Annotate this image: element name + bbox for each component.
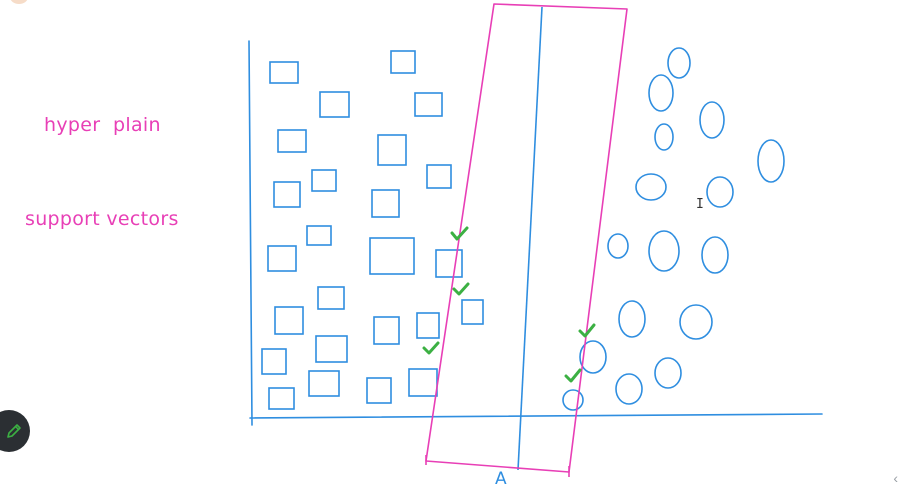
square-point — [408, 368, 438, 397]
square-point — [269, 61, 299, 84]
x-axis — [249, 413, 823, 419]
square-points — [261, 50, 484, 410]
square-point — [373, 316, 400, 345]
circle-point — [757, 139, 785, 183]
square-point — [273, 181, 301, 208]
circle-point — [579, 340, 607, 374]
square-point — [315, 335, 348, 363]
circle-point — [618, 300, 646, 338]
square-point — [377, 134, 407, 166]
checkmark-icon — [578, 323, 596, 338]
circle-point — [648, 74, 674, 112]
square-point — [274, 306, 304, 335]
orange-marker — [10, 0, 28, 4]
circle-point — [701, 236, 729, 274]
circle-point — [667, 47, 691, 79]
square-point — [308, 370, 340, 397]
checkmark-icon — [564, 368, 582, 383]
square-point — [319, 91, 350, 118]
square-point — [369, 237, 415, 275]
square-point — [261, 348, 287, 375]
square-point — [461, 299, 484, 325]
square-point — [390, 50, 416, 74]
square-point — [366, 377, 392, 404]
square-point — [416, 312, 440, 339]
circle-point — [615, 373, 643, 405]
square-point — [371, 189, 400, 218]
circle-point — [607, 233, 629, 259]
hyperplane-label: hyper plain — [44, 114, 161, 136]
square-point — [311, 169, 337, 192]
circle-point — [648, 230, 680, 272]
y-axis — [248, 40, 253, 426]
square-point — [426, 164, 452, 189]
chevron-left-icon[interactable]: ‹ — [893, 470, 898, 486]
square-point — [435, 249, 463, 278]
square-point — [268, 387, 295, 410]
margin-axis-label: A — [495, 469, 507, 489]
checkmark-icon — [422, 341, 440, 355]
pen-icon — [7, 424, 21, 438]
square-point — [267, 245, 297, 272]
square-point — [277, 129, 307, 153]
square-point — [306, 225, 332, 246]
checkmark-icon — [452, 282, 470, 296]
circle-point — [654, 357, 682, 389]
text-cursor-icon: I — [696, 197, 704, 212]
square-point — [414, 92, 443, 117]
circle-point — [562, 389, 584, 411]
circle-point — [635, 173, 667, 201]
support-vectors-label: support vectors — [25, 208, 179, 230]
circle-point — [654, 123, 674, 151]
circle-point — [706, 176, 734, 208]
circle-points — [562, 47, 785, 411]
hyperplane-line — [517, 6, 543, 471]
square-point — [317, 286, 345, 310]
circle-point — [699, 101, 725, 139]
checkmark-icon — [450, 226, 469, 241]
support-vector-checkmarks — [422, 226, 596, 383]
circle-point — [679, 304, 713, 340]
axes — [248, 40, 823, 426]
